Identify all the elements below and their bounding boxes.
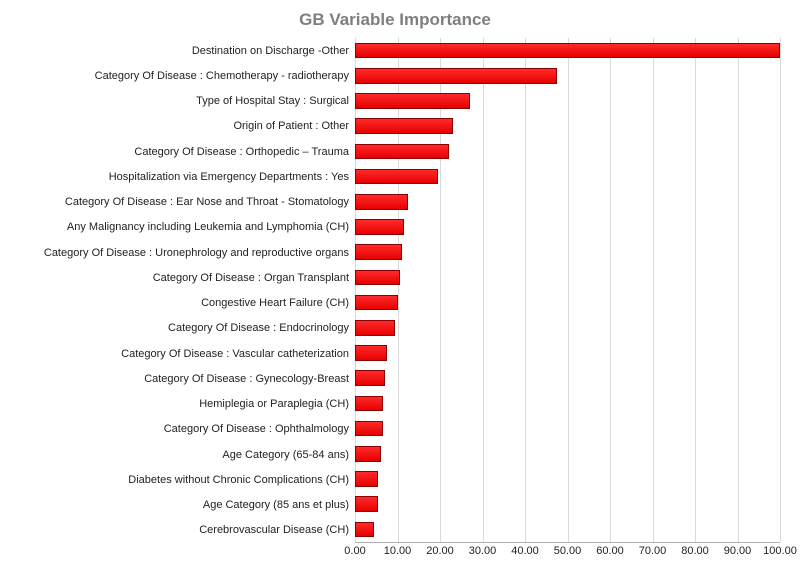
y-label: Age Category (65-84 ans)	[10, 442, 355, 467]
x-tick-label: 40.00	[511, 545, 539, 557]
plot-area: Destination on Discharge -OtherCategory …	[10, 38, 780, 543]
y-label: Category Of Disease : Vascular catheteri…	[10, 341, 355, 366]
bar	[355, 345, 387, 361]
x-tick-label: 20.00	[426, 545, 454, 557]
bar-row	[355, 164, 780, 189]
bar-row	[355, 391, 780, 416]
bar	[355, 118, 453, 134]
bar	[355, 320, 395, 336]
x-tick-label: 0.00	[344, 545, 365, 557]
y-label: Destination on Discharge -Other	[10, 38, 355, 63]
bar-row	[355, 139, 780, 164]
bar-row	[355, 517, 780, 542]
bar	[355, 270, 400, 286]
bars-area	[355, 38, 780, 543]
bar-row	[355, 63, 780, 88]
bar	[355, 295, 398, 311]
gridline	[780, 38, 781, 542]
x-axis: 0.0010.0020.0030.0040.0050.0060.0070.008…	[355, 543, 780, 563]
y-label: Category Of Disease : Ear Nose and Throa…	[10, 190, 355, 215]
x-tick-label: 90.00	[724, 545, 752, 557]
bar	[355, 244, 402, 260]
y-label: Category Of Disease : Ophthalmology	[10, 417, 355, 442]
bar-row	[355, 214, 780, 239]
x-tick-label: 60.00	[596, 545, 624, 557]
bar	[355, 144, 449, 160]
y-label: Diabetes without Chronic Complications (…	[10, 467, 355, 492]
bar-row	[355, 290, 780, 315]
bar	[355, 471, 378, 487]
x-tick-label: 100.00	[763, 545, 797, 557]
y-label: Origin of Patient : Other	[10, 114, 355, 139]
bar	[355, 522, 374, 538]
bar	[355, 194, 408, 210]
bar	[355, 421, 383, 437]
x-tick-label: 10.00	[384, 545, 412, 557]
bar-row	[355, 265, 780, 290]
bar-row	[355, 240, 780, 265]
chart-container: GB Variable Importance Destination on Di…	[0, 0, 800, 585]
chart-title: GB Variable Importance	[10, 10, 780, 30]
bar-row	[355, 492, 780, 517]
bar	[355, 446, 381, 462]
bar-row	[355, 38, 780, 63]
y-label: Congestive Heart Failure (CH)	[10, 291, 355, 316]
bar-row	[355, 88, 780, 113]
x-tick-label: 30.00	[469, 545, 497, 557]
y-axis-labels: Destination on Discharge -OtherCategory …	[10, 38, 355, 543]
y-label: Category Of Disease : Orthopedic – Traum…	[10, 139, 355, 164]
bar	[355, 370, 385, 386]
bar-row	[355, 416, 780, 441]
bar-row	[355, 315, 780, 340]
y-label: Category Of Disease : Uronephrology and …	[10, 240, 355, 265]
x-tick-label: 70.00	[639, 545, 667, 557]
x-tick-label: 50.00	[554, 545, 582, 557]
y-label: Category Of Disease : Endocrinology	[10, 316, 355, 341]
bar	[355, 496, 378, 512]
bar	[355, 43, 780, 59]
bar-row	[355, 189, 780, 214]
bar-row	[355, 466, 780, 491]
bar-row	[355, 340, 780, 365]
y-label: Category Of Disease : Organ Transplant	[10, 265, 355, 290]
y-label: Age Category (85 ans et plus)	[10, 493, 355, 518]
bar	[355, 93, 470, 109]
y-label: Hemiplegia or Paraplegia (CH)	[10, 392, 355, 417]
bar-row	[355, 366, 780, 391]
bar	[355, 68, 557, 84]
bar-row	[355, 114, 780, 139]
y-label: Cerebrovascular Disease (CH)	[10, 518, 355, 543]
bar	[355, 169, 438, 185]
bars-inner	[355, 38, 780, 542]
y-label: Type of Hospital Stay : Surgical	[10, 89, 355, 114]
y-label: Category Of Disease : Gynecology-Breast	[10, 366, 355, 391]
y-label: Hospitalization via Emergency Department…	[10, 164, 355, 189]
y-label: Any Malignancy including Leukemia and Ly…	[10, 215, 355, 240]
bar	[355, 396, 383, 412]
bar-row	[355, 441, 780, 466]
bar	[355, 219, 404, 235]
x-tick-label: 80.00	[681, 545, 709, 557]
y-label: Category Of Disease : Chemotherapy - rad…	[10, 63, 355, 88]
